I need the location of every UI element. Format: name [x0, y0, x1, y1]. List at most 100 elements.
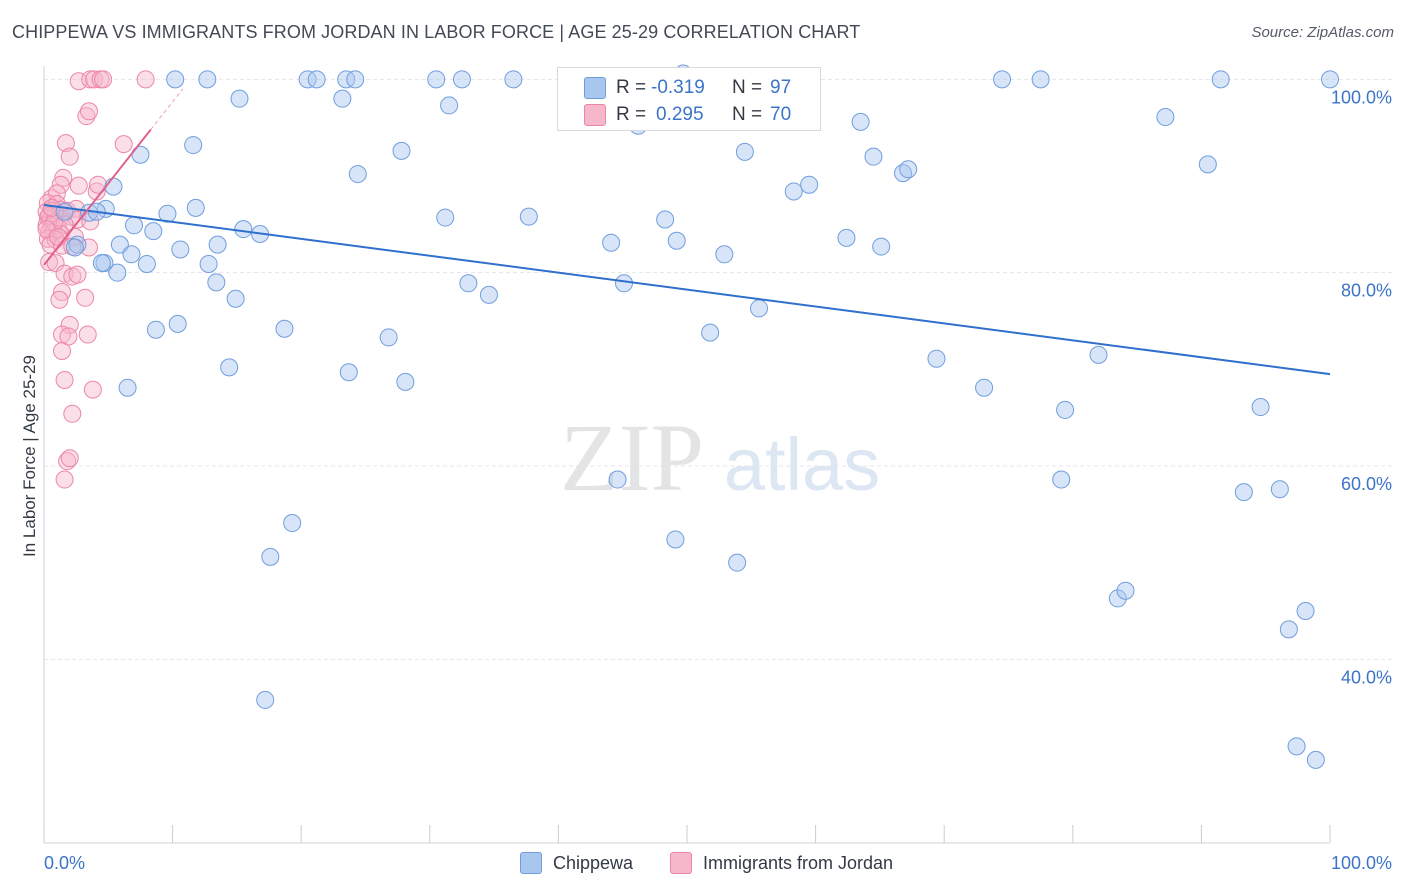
jordan-point: [69, 176, 88, 195]
jordan-point: [40, 253, 59, 272]
chippewa-point: [614, 274, 633, 293]
chippewa-point: [1116, 581, 1135, 600]
watermark-zip: ZIP: [560, 404, 704, 511]
jordan-point: [136, 70, 155, 89]
chippewa-point: [715, 245, 734, 264]
chippewa-point: [392, 141, 411, 160]
chippewa-point: [1052, 470, 1071, 489]
chippewa-point: [339, 363, 358, 382]
chippewa-point: [701, 323, 720, 342]
jordan-point: [58, 452, 77, 471]
y-tick-label: 40.0%: [1341, 667, 1392, 687]
chippewa-point: [65, 238, 84, 257]
jordan-point: [49, 227, 68, 246]
jordan-point: [53, 325, 72, 344]
chippewa-point: [207, 273, 226, 292]
jordan-n-value: 70: [770, 104, 792, 125]
jordan-point: [89, 175, 108, 194]
jordan-r-label: R =: [616, 104, 647, 125]
jordan-point: [63, 404, 82, 423]
jordan-point: [60, 147, 79, 166]
chippewa-point: [220, 358, 239, 377]
jordan-series: [37, 70, 155, 489]
chippewa-point: [234, 220, 253, 239]
chippewa-n-label: N =: [732, 77, 763, 98]
chippewa-point: [479, 285, 498, 304]
chippewa-point: [750, 299, 769, 318]
chippewa-point: [667, 231, 686, 250]
chart-title: CHIPPEWA VS IMMIGRANTS FROM JORDAN IN LA…: [12, 22, 861, 42]
chippewa-point: [1108, 589, 1127, 608]
chippewa-point: [348, 165, 367, 184]
chippewa-point: [1306, 750, 1325, 769]
chippewa-point: [459, 274, 478, 293]
chippewa-point: [427, 70, 446, 89]
chippewa-point: [144, 222, 163, 241]
jordan-point: [114, 135, 133, 154]
chippewa-point: [602, 233, 621, 252]
chippewa-point: [171, 240, 190, 259]
chippewa-point: [452, 70, 471, 89]
chippewa-point: [230, 89, 249, 108]
chippewa-point: [396, 372, 415, 391]
chippewa-point: [146, 320, 165, 339]
chippewa-point: [666, 530, 685, 549]
series-legend: Chippewa Immigrants from Jordan: [0, 852, 1406, 876]
jordan-swatch: [584, 104, 606, 126]
chippewa-point: [208, 235, 227, 254]
jordan-point: [46, 254, 65, 272]
chippewa-point: [1234, 483, 1253, 502]
jordan-point: [80, 238, 99, 257]
chippewa-point: [198, 70, 217, 89]
gridlines: [44, 78, 1392, 660]
chippewa-point: [226, 289, 245, 308]
chippewa-point: [275, 319, 294, 338]
jordan-point: [60, 449, 79, 468]
chippewa-n-value: 97: [770, 77, 792, 98]
chippewa-point: [137, 254, 156, 273]
chippewa-point: [333, 89, 352, 108]
chippewa-point: [504, 70, 523, 89]
chippewa-point: [735, 142, 754, 161]
chippewa-point: [256, 690, 275, 709]
chippewa-point: [55, 202, 74, 221]
chippewa-point: [436, 208, 455, 227]
chippewa-point: [379, 328, 398, 347]
chippewa-point: [728, 553, 747, 572]
chippewa-point: [975, 378, 994, 397]
chippewa-swatch: [584, 77, 606, 99]
chippewa-point: [1089, 345, 1108, 364]
jordan-point: [60, 315, 79, 334]
jordan-point: [69, 72, 88, 91]
jordan-n-label: N =: [732, 104, 763, 125]
jordan-point: [83, 380, 102, 399]
chippewa-point: [1031, 70, 1050, 89]
chippewa-point: [307, 70, 326, 89]
chippewa-point: [110, 235, 129, 254]
legend-row-jordan: R = 0.295 N = 70: [558, 100, 820, 128]
chippewa-point: [108, 263, 127, 282]
jordan-point: [80, 102, 99, 121]
chippewa-point: [993, 70, 1012, 89]
chippewa-point: [899, 160, 918, 179]
jordan-point: [76, 288, 95, 307]
x-tick-label-min: 0.0%: [44, 853, 85, 873]
y-tick-label: 60.0%: [1341, 474, 1392, 494]
chippewa-point: [800, 175, 819, 194]
chippewa-point: [872, 237, 891, 256]
chippewa-point: [186, 198, 205, 217]
y-tick-label: 100.0%: [1331, 87, 1392, 107]
chippewa-point: [168, 314, 187, 333]
chippewa-point: [166, 70, 185, 89]
chippewa-point: [837, 228, 856, 247]
chippewa-point: [1251, 398, 1270, 417]
chippewa-point: [1056, 400, 1075, 419]
chippewa-r-label: R =: [616, 77, 647, 98]
jordan-point: [56, 134, 75, 153]
trend-lines: [43, 88, 1331, 376]
chippewa-point: [68, 235, 87, 254]
watermark-atlas: atlas: [724, 423, 880, 506]
chippewa-point: [118, 378, 137, 397]
y-tick-label: 80.0%: [1341, 281, 1392, 301]
chippewa-point: [784, 182, 803, 201]
